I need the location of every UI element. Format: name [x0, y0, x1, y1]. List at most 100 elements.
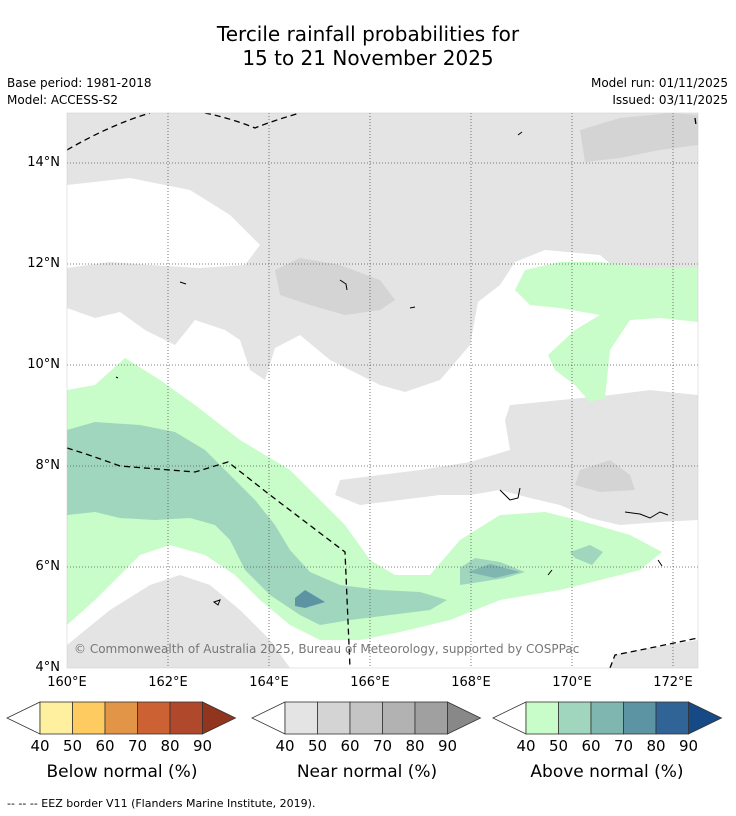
lat-tick-4n: 4°N — [35, 660, 61, 675]
island-10 — [115, 376, 119, 379]
above-colorbar-segment-80 — [655, 701, 689, 735]
above-normal-50-band — [67, 422, 447, 625]
eez-border-southeast — [609, 637, 698, 668]
above-colorbar-under-arrow — [492, 701, 527, 735]
below-colorbar-label-80: 80 — [160, 737, 180, 755]
colorbar-below-normal — [6, 701, 237, 735]
island-2 — [339, 279, 348, 291]
lon-tick-160e: 160°E — [47, 675, 87, 690]
above-normal-70-patch — [295, 590, 325, 608]
lon-tick-172e: 172°E — [653, 675, 693, 690]
title-line2: 15 to 21 November 2025 — [242, 46, 494, 70]
below-colorbar-segment-80 — [169, 701, 203, 735]
model-name: Model: ACCESS-S2 — [7, 93, 119, 107]
meta-left: Base period: 1981-2018 Model: ACCESS-S2 — [7, 75, 152, 109]
above-colorbar-segment-40 — [525, 701, 559, 735]
map-frame — [66, 112, 699, 669]
near-normal-region-southwest — [67, 575, 290, 668]
base-period: Base period: 1981-2018 — [7, 76, 152, 90]
near-normal-patch-darker-e — [575, 460, 635, 492]
lon-tick-166e: 166°E — [350, 675, 390, 690]
near-colorbar-segment-60 — [349, 701, 383, 735]
lat-tick-12n: 12°N — [27, 256, 60, 271]
lon-tick-164e: 164°E — [249, 675, 289, 690]
colorbar-above-normal — [492, 701, 723, 735]
island-4 — [499, 487, 521, 501]
above-normal-60-patch — [468, 564, 520, 578]
near-colorbar-segment-80 — [414, 701, 448, 735]
near-normal-region-north — [67, 113, 698, 392]
below-colorbar-under-arrow — [6, 701, 41, 735]
below-colorbar-label-90: 90 — [192, 737, 213, 755]
island-7 — [547, 569, 553, 576]
near-colorbar-label-40: 40 — [275, 737, 295, 755]
below-colorbar-segment-70 — [137, 701, 171, 735]
near-colorbar-label-70: 70 — [372, 737, 393, 755]
colorbar-near-normal — [251, 701, 482, 735]
island-3 — [409, 306, 416, 309]
below-colorbar-label-60: 60 — [95, 737, 115, 755]
lat-tick-10n: 10°N — [27, 357, 60, 372]
eez-borders — [67, 113, 698, 668]
above-colorbar-label-80: 80 — [646, 737, 666, 755]
lat-tick-14n: 14°N — [27, 155, 60, 170]
near-normal-patch-darker — [275, 258, 395, 315]
below-colorbar-segment-60 — [104, 701, 138, 735]
near-colorbar-label-80: 80 — [405, 737, 425, 755]
above-normal-50-patch-ne — [570, 545, 603, 565]
above-colorbar-segment-50 — [558, 701, 592, 735]
eez-border-northeast — [694, 117, 697, 126]
near-colorbar-label-90: 90 — [437, 737, 458, 755]
above-colorbar-label-40: 40 — [516, 737, 536, 755]
below-colorbar-over-arrow — [202, 701, 237, 735]
near-colorbar-label-60: 60 — [340, 737, 360, 755]
near-colorbar-segment-70 — [382, 701, 416, 735]
eez-border-north — [67, 113, 301, 151]
above-colorbar-label-60: 60 — [581, 737, 601, 755]
near-colorbar-under-arrow — [251, 701, 286, 735]
map-title: Tercile rainfall probabilities for 15 to… — [0, 22, 736, 70]
above-colorbar-label-50: 50 — [548, 737, 569, 755]
near-colorbar-segment-50 — [317, 701, 351, 735]
island-6 — [212, 599, 221, 606]
lat-tick-8n: 8°N — [35, 458, 61, 473]
islands — [115, 131, 669, 606]
meta-right: Model run: 01/11/2025 Issued: 03/11/2025 — [591, 75, 728, 109]
island-9 — [179, 281, 187, 285]
near-normal-patch-darker-ne — [580, 113, 698, 162]
map-fill-layer — [67, 113, 698, 668]
near-normal-region-southeast — [610, 640, 698, 668]
below-colorbar-label-70: 70 — [127, 737, 148, 755]
eez-footnote: -- -- -- EEZ border V11 (Flanders Marine… — [7, 797, 316, 810]
below-colorbar-segment-40 — [39, 701, 73, 735]
legend-title-above: Above normal (%) — [530, 762, 684, 782]
above-colorbar-label-70: 70 — [613, 737, 634, 755]
gridlines — [67, 113, 698, 668]
below-colorbar-label-40: 40 — [30, 737, 50, 755]
below-colorbar-segment-50 — [72, 701, 106, 735]
issued-date: Issued: 03/11/2025 — [612, 93, 728, 107]
near-colorbar-over-arrow — [447, 701, 482, 735]
above-colorbar-segment-70 — [623, 701, 657, 735]
title-line1: Tercile rainfall probabilities for — [216, 22, 520, 46]
legend-title-near: Near normal (%) — [296, 762, 438, 782]
above-normal-patch-north — [515, 262, 698, 402]
legend-title-below: Below normal (%) — [46, 762, 198, 782]
island-1 — [517, 131, 523, 136]
model-run: Model run: 01/11/2025 — [590, 76, 728, 90]
above-colorbar-over-arrow — [688, 701, 723, 735]
lon-tick-170e: 170°E — [552, 675, 592, 690]
island-8 — [657, 559, 663, 567]
copyright-notice: © Commonwealth of Australia 2025, Bureau… — [74, 642, 580, 656]
below-colorbar-label-50: 50 — [62, 737, 83, 755]
lat-tick-6n: 6°N — [35, 559, 61, 574]
eez-border-middle — [67, 447, 351, 668]
near-colorbar-segment-40 — [284, 701, 318, 735]
lon-tick-162e: 162°E — [148, 675, 188, 690]
island-5 — [624, 511, 669, 519]
above-colorbar-segment-60 — [590, 701, 624, 735]
near-colorbar-label-50: 50 — [307, 737, 328, 755]
lon-tick-168e: 168°E — [451, 675, 491, 690]
